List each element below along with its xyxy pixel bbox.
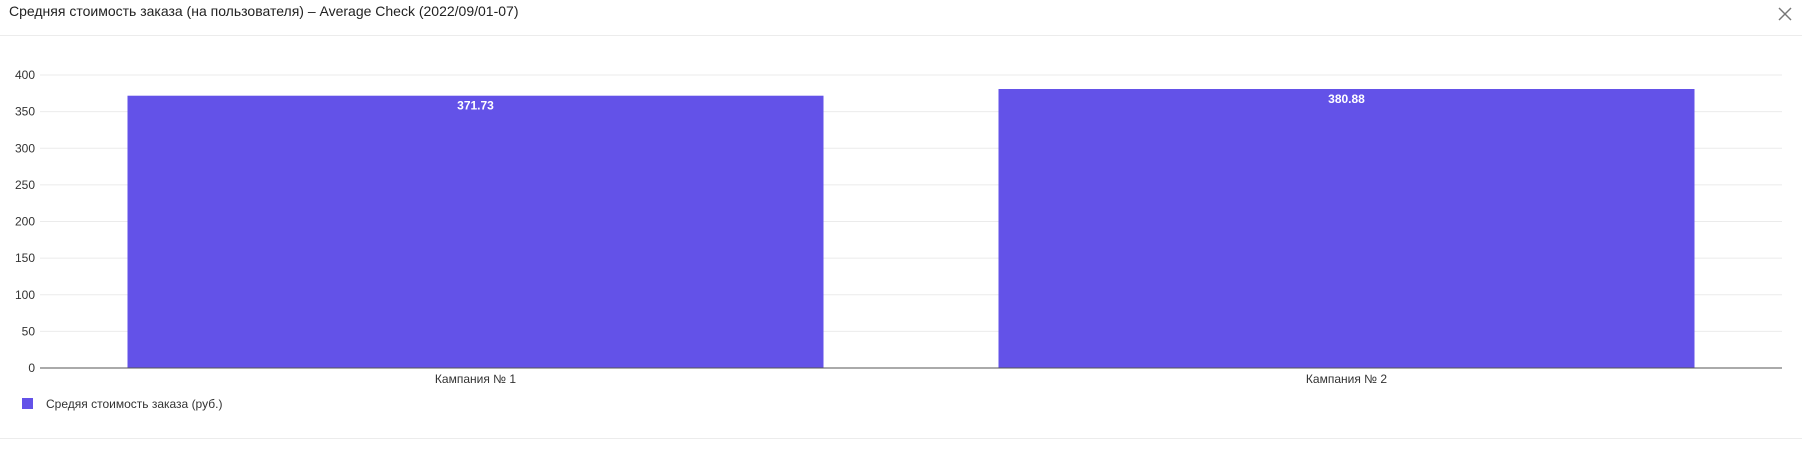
y-tick-label: 350 xyxy=(15,105,35,119)
y-tick-label: 50 xyxy=(22,324,36,338)
close-icon[interactable] xyxy=(1773,2,1797,26)
footer-divider xyxy=(0,438,1802,439)
y-tick-label: 300 xyxy=(15,141,35,155)
y-tick-label: 250 xyxy=(15,178,35,192)
close-button[interactable] xyxy=(1773,2,1797,26)
bar-chart: 0 50 100 150 200 250 300 350 400 371.73 Кампания №… xyxy=(15,68,1782,411)
y-tick-label: 200 xyxy=(15,215,35,229)
legend-swatch xyxy=(22,398,33,409)
y-tick-label: 150 xyxy=(15,251,35,265)
bar-data-label: 371.73 xyxy=(457,99,494,113)
dialog-header: Средняя стоимость заказа (на пользовател… xyxy=(0,0,1802,36)
legend-label: Средяя стоимость заказа (руб.) xyxy=(46,397,222,411)
bar xyxy=(127,95,824,369)
bar-data-label: 380.88 xyxy=(1328,92,1365,106)
y-tick-label: 0 xyxy=(28,361,35,375)
x-tick-label: Кампания № 1 xyxy=(435,372,516,386)
y-tick-label: 400 xyxy=(15,68,35,82)
bar xyxy=(998,89,1695,368)
x-tick-label: Кампания № 2 xyxy=(1306,372,1387,386)
y-tick-label: 100 xyxy=(15,288,35,302)
chart-title: Средняя стоимость заказа (на пользовател… xyxy=(9,3,519,19)
